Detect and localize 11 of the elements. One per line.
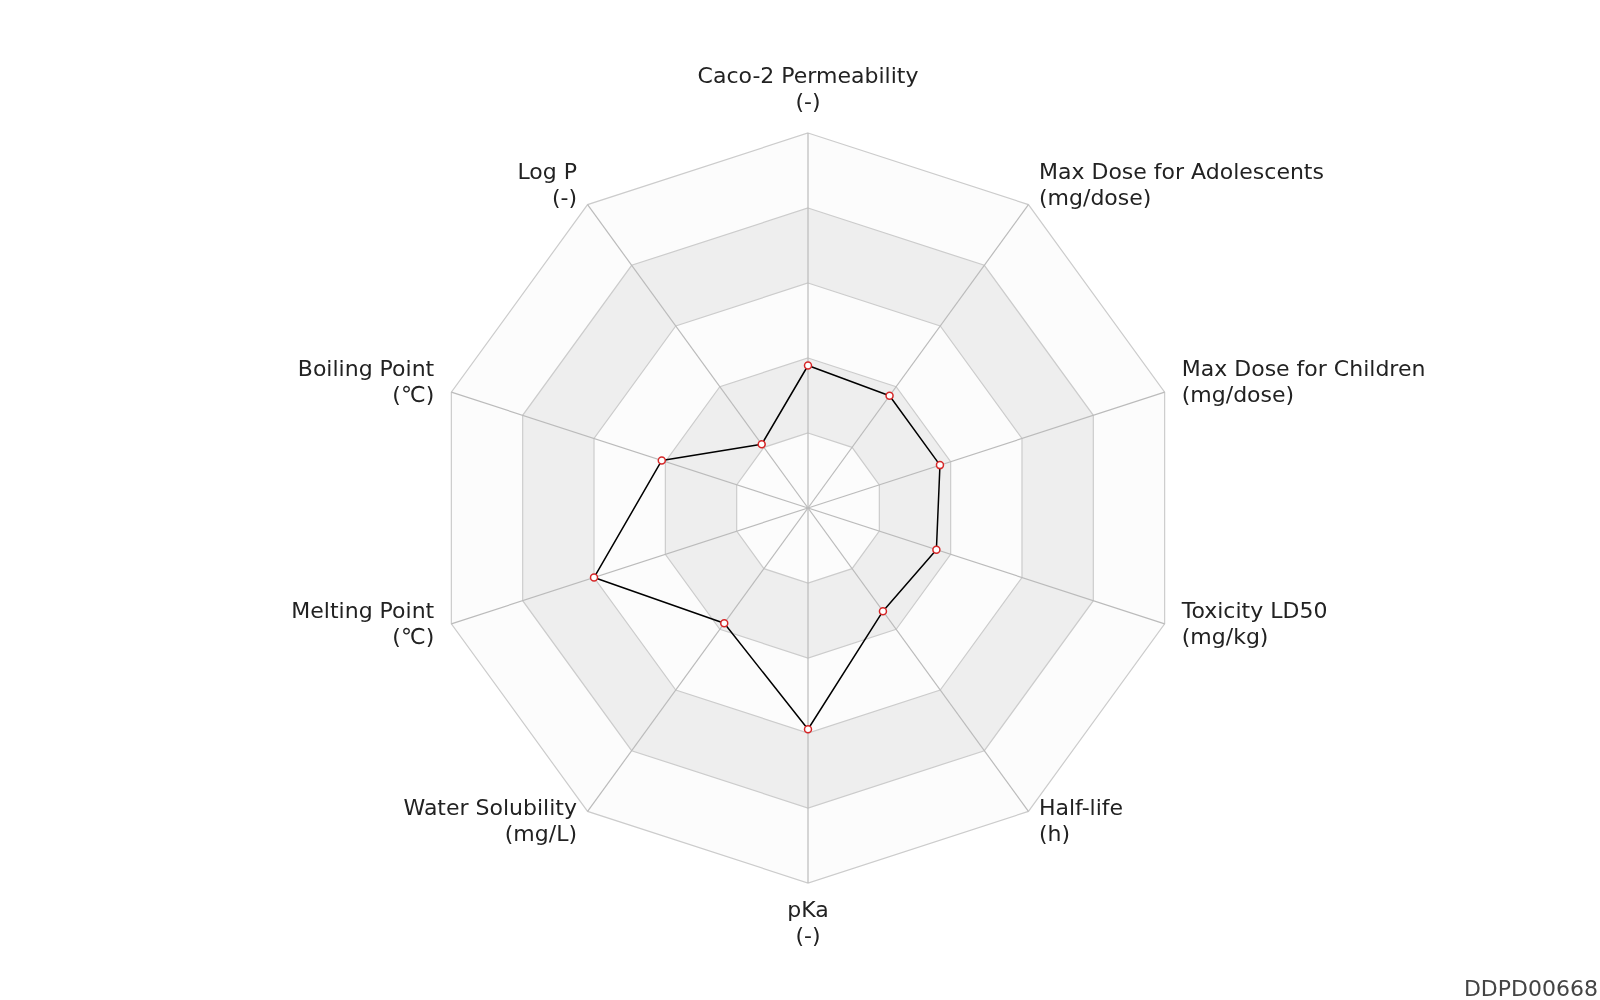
spoke-label: Caco-2 Permeability (-) <box>697 63 919 114</box>
spoke-label: Half-life (h) <box>1039 794 1124 846</box>
spoke-label: Melting Point (℃) <box>291 598 435 650</box>
spoke-label: Max Dose for Adolescents (mg/dose) <box>1039 159 1324 211</box>
spoke-label: Boiling Point (℃) <box>297 355 435 407</box>
spoke-label: Toxicity LD50 (mg/kg) <box>1180 598 1328 650</box>
spoke-label: Log P (-) <box>517 159 577 211</box>
spoke-label: Max Dose for Children (mg/dose) <box>1181 355 1426 407</box>
text: DDPD00668 <box>1463 976 1598 1000</box>
spoke-label: pKa (-) <box>787 897 829 948</box>
spoke-label: Water Solubility (mg/L) <box>403 794 577 846</box>
